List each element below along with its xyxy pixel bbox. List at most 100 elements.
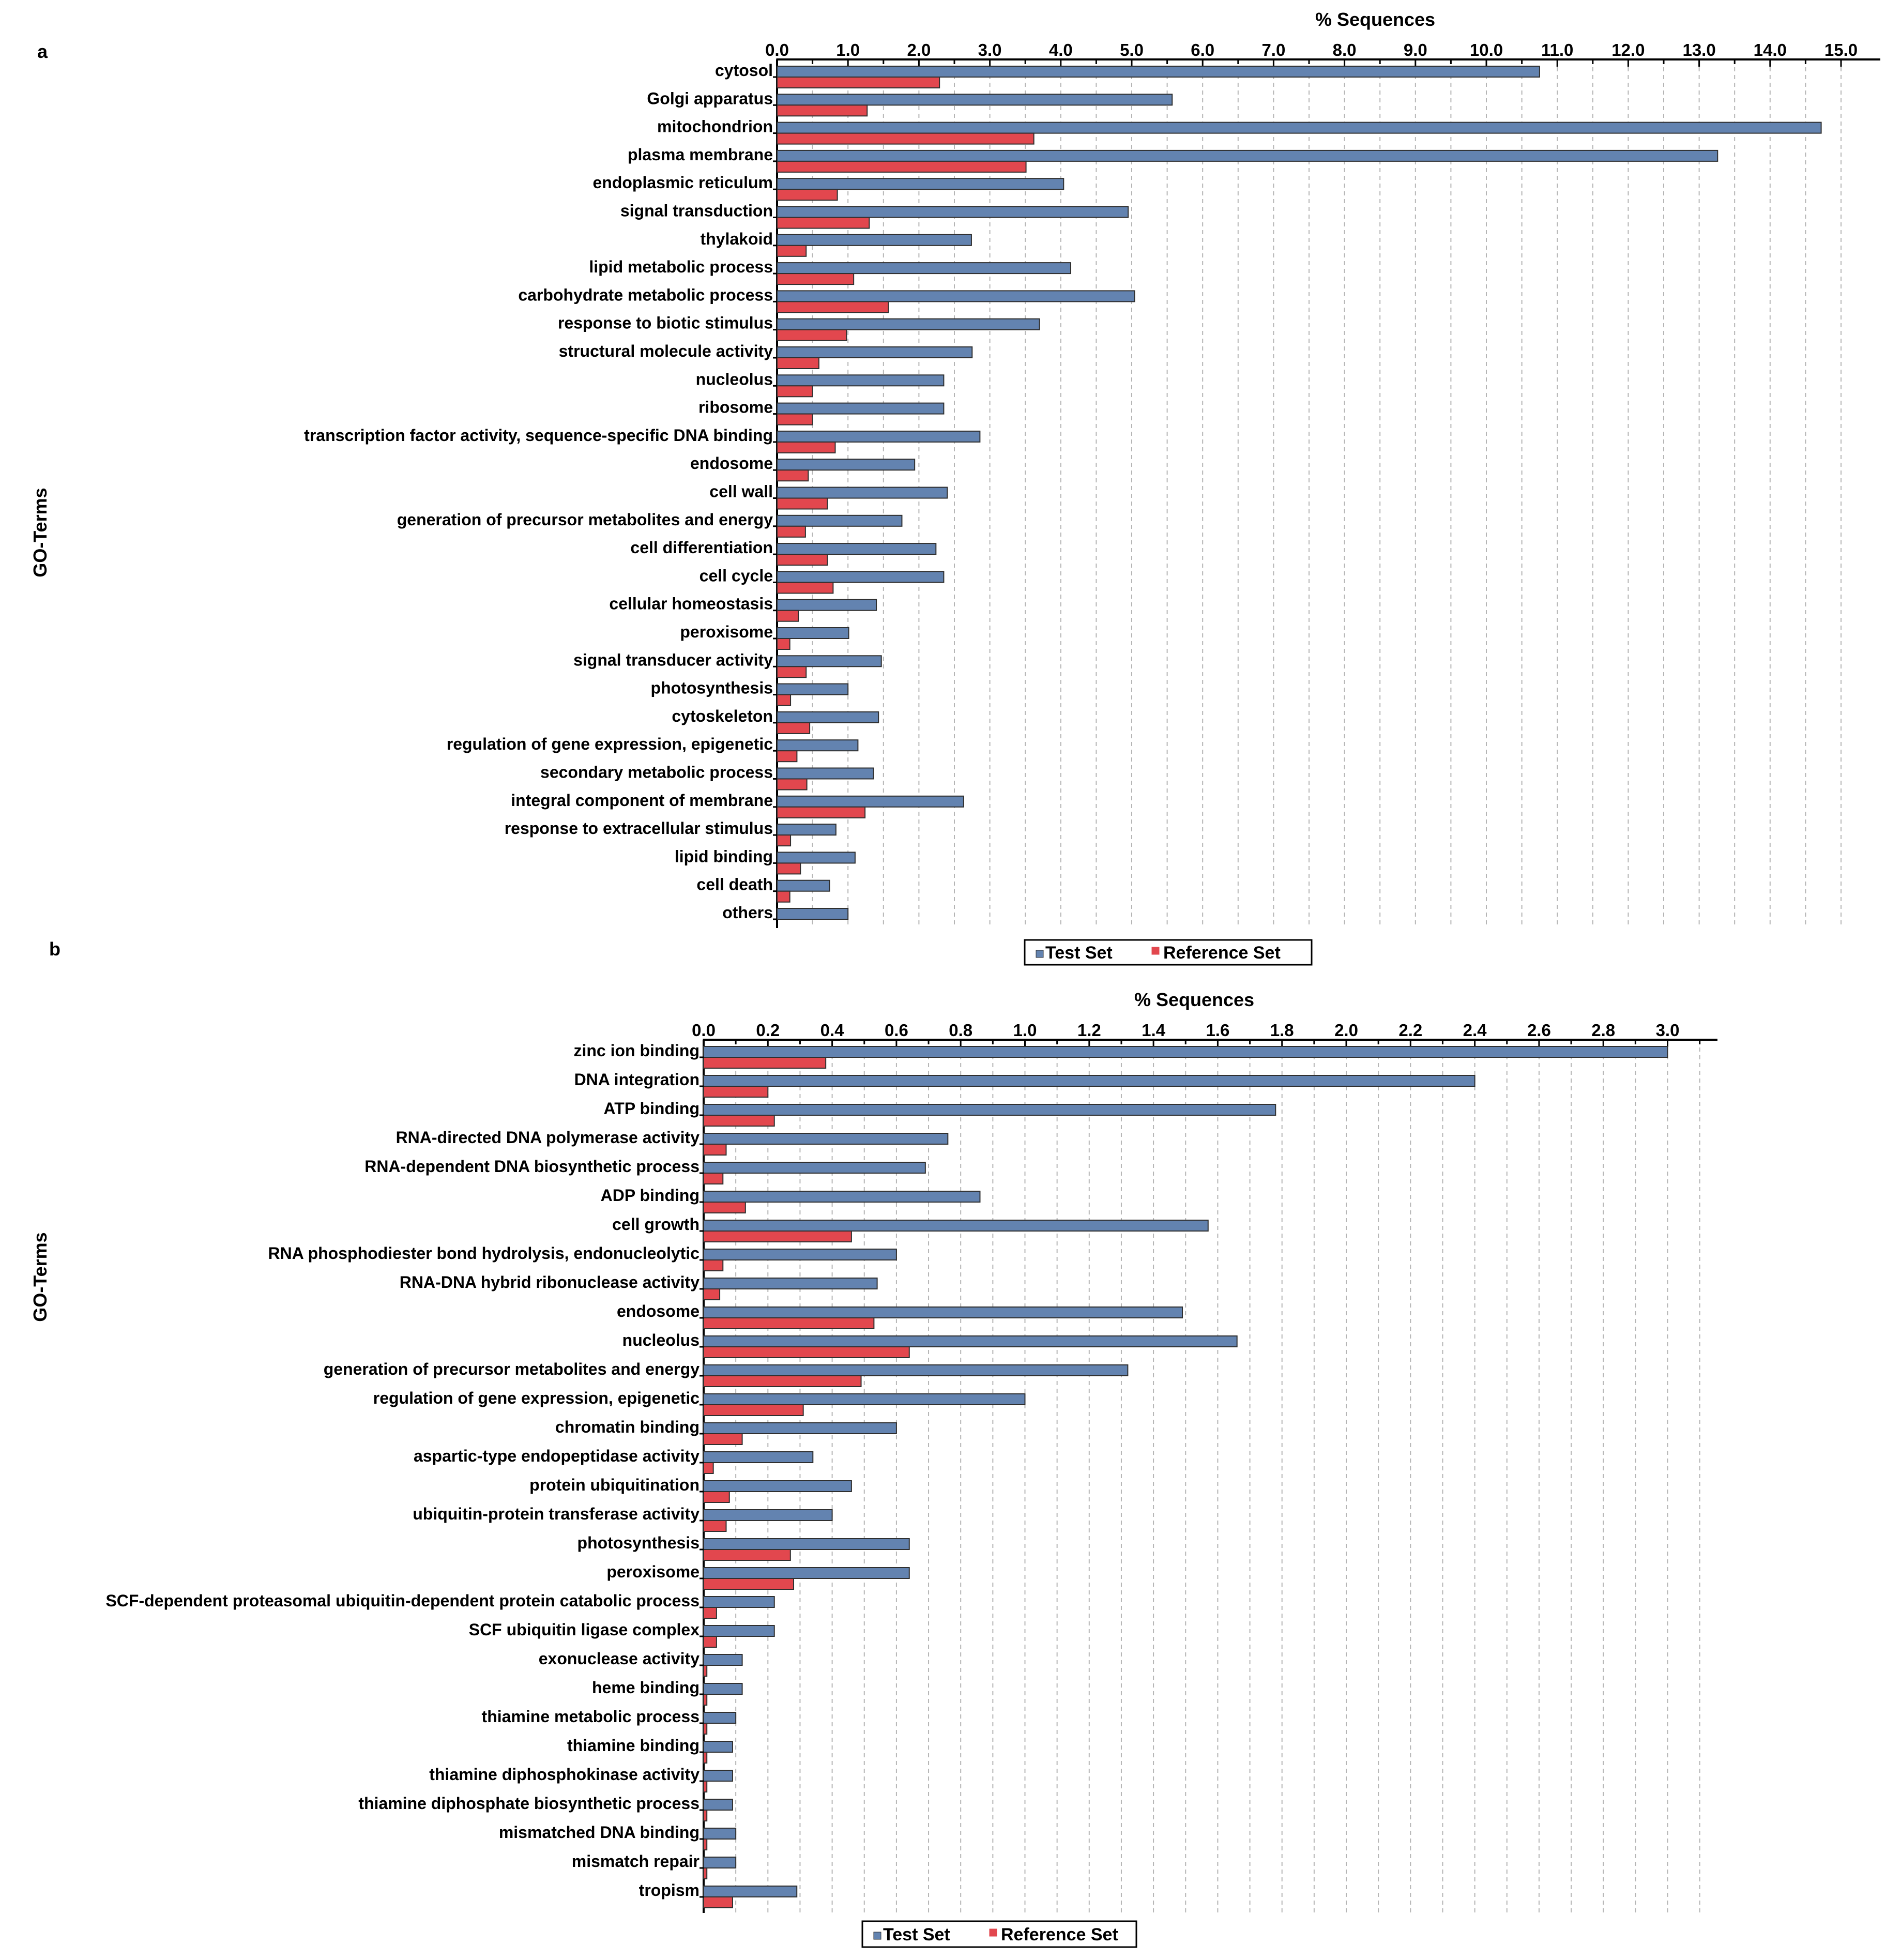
category-label: endosome (690, 454, 773, 473)
bar-test-set (703, 1046, 1668, 1058)
category-label: endoplasmic reticulum (592, 173, 773, 192)
category-label: signal transduction (620, 202, 773, 220)
category-label: others (722, 903, 773, 922)
category-label: ADP binding (601, 1186, 699, 1205)
bar-reference-set (777, 806, 866, 818)
category-label: cellular homeostasis (609, 595, 773, 613)
legend-swatch-reference-set (989, 1928, 997, 1937)
category-label: cell cycle (699, 566, 773, 585)
category-label: cell differentiation (630, 538, 773, 557)
bar-test-set (703, 1422, 897, 1434)
category-label: zinc ion binding (573, 1041, 699, 1060)
category-label: thiamine binding (567, 1736, 699, 1755)
bar-reference-set (777, 497, 828, 510)
bar-test-set (777, 711, 879, 723)
category-label: photosynthesis (577, 1533, 699, 1552)
legend: Test Set Reference Set (1024, 939, 1313, 966)
bar-test-set (777, 739, 859, 752)
category-label: signal transducer activity (573, 650, 773, 669)
panel-letter: a (37, 41, 48, 62)
bar-reference-set (703, 1433, 743, 1445)
category-label: secondary metabolic process (540, 763, 773, 782)
category-label: chromatin binding (555, 1418, 699, 1436)
category-label: mismatched DNA binding (499, 1823, 699, 1842)
bar-test-set (777, 908, 849, 920)
bar-reference-set (777, 862, 801, 875)
category-label: nucleolus (622, 1331, 699, 1349)
legend-swatch-test-set (873, 1932, 881, 1940)
bar-reference-set (703, 1086, 769, 1098)
legend-box (861, 1920, 1137, 1948)
bar-reference-set (777, 666, 807, 678)
category-label: response to biotic stimulus (558, 314, 773, 332)
bar-test-set (703, 1162, 926, 1174)
bar-test-set (777, 121, 1822, 134)
x-tick-label: 12.0 (1611, 40, 1645, 59)
category-label: RNA-dependent DNA biosynthetic process (364, 1157, 699, 1176)
bar-reference-set (777, 273, 855, 285)
category-label: photosynthesis (651, 679, 773, 697)
category-label: heme binding (592, 1678, 699, 1697)
bar-reference-set (703, 1549, 791, 1561)
bar-reference-set (703, 1839, 708, 1850)
category-label: mitochondrion (657, 117, 773, 136)
legend-label-test-set: Test Set (883, 1925, 950, 1944)
category-label: cell wall (709, 482, 773, 501)
x-tick-label: 1.6 (1206, 1021, 1229, 1040)
bar-test-set (777, 178, 1064, 190)
bar-test-set (777, 683, 849, 695)
x-tick-label: 4.0 (1049, 40, 1073, 59)
bar-test-set (777, 66, 1540, 78)
bar-test-set (777, 543, 937, 555)
bar-reference-set (777, 217, 870, 229)
bar-test-set (777, 206, 1129, 218)
category-label: thylakoid (701, 230, 773, 248)
bar-reference-set (703, 1259, 724, 1271)
bar-test-set (777, 94, 1173, 106)
x-tick-label: 2.0 (1334, 1021, 1358, 1040)
bar-test-set (703, 1393, 1026, 1405)
x-axis-title: % Sequences (1315, 9, 1435, 30)
bar-test-set (703, 1480, 852, 1492)
category-label: transcription factor activity, sequence-… (304, 426, 773, 445)
bar-reference-set (703, 1810, 708, 1821)
bar-test-set (703, 1770, 733, 1782)
legend-box (1024, 939, 1313, 966)
bar-test-set (777, 571, 945, 583)
x-tick-label: 14.0 (1754, 40, 1787, 59)
category-label: ribosome (698, 398, 773, 417)
bar-reference-set (777, 638, 790, 650)
category-label: regulation of gene expression, epigeneti… (373, 1389, 699, 1407)
gridlines (735, 1040, 1700, 1913)
category-label: lipid metabolic process (589, 257, 773, 276)
bar-test-set (703, 1799, 733, 1811)
category-label: generation of precursor metabolites and … (324, 1360, 699, 1378)
category-label: thiamine metabolic process (482, 1707, 699, 1726)
legend-swatch-test-set (1036, 950, 1044, 958)
x-tick-label: 2.4 (1463, 1021, 1487, 1040)
x-tick-label: 8.0 (1333, 40, 1357, 59)
bar-test-set (703, 1306, 1183, 1318)
bar-reference-set (777, 189, 838, 201)
category-label: plasma membrane (628, 145, 773, 164)
bar-test-set (703, 1596, 775, 1608)
bar-test-set (703, 1191, 981, 1203)
x-tick-label: 5.0 (1120, 40, 1144, 59)
bar-test-set (777, 430, 981, 443)
bar-reference-set (703, 1491, 730, 1503)
bar-test-set (703, 1654, 743, 1666)
bar-reference-set (777, 834, 792, 847)
bar-reference-set (777, 722, 811, 734)
bar-reference-set (777, 245, 807, 257)
bar-reference-set (777, 160, 1027, 173)
bar-test-set (777, 627, 849, 639)
panel-b-chart: b % Sequences GO-Terms 0.0 0.2 0.4 0.6 0.8 1.0 1.… (29, 938, 1717, 1948)
bar-test-set (703, 1335, 1238, 1347)
x-tick-label: 10.0 (1470, 40, 1503, 59)
category-label: ubiquitin-protein transferase activity (413, 1505, 699, 1523)
bar-reference-set (703, 1288, 721, 1300)
bar-reference-set (777, 582, 834, 594)
category-label: SCF-dependent proteasomal ubiquitin-depe… (105, 1591, 699, 1610)
bar-reference-set (703, 1520, 727, 1532)
bar-test-set (703, 1278, 878, 1289)
